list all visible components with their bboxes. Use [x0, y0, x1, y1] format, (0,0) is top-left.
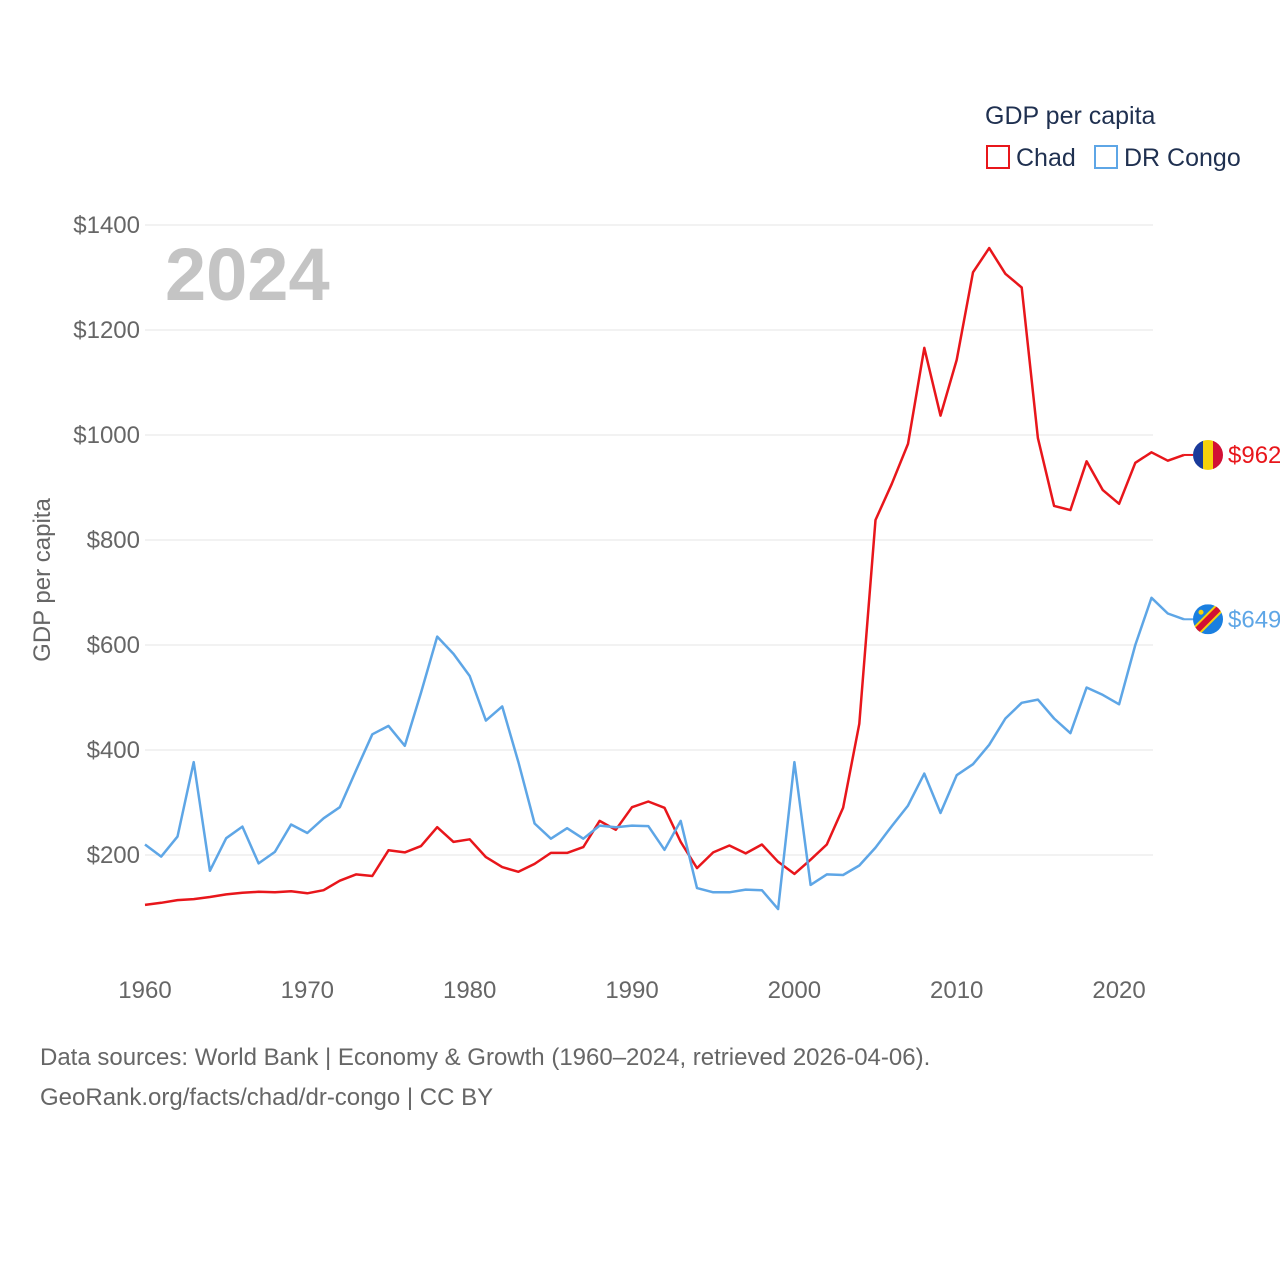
footer-source: Data sources: World Bank | Economy & Gro…: [40, 1044, 931, 1071]
end-value-label-dr-congo: $649: [1228, 606, 1280, 633]
series-line-dr-congo: [144, 596, 1185, 911]
dr-congo-flag-icon: [1193, 604, 1223, 635]
x-tick-label: 2010: [930, 977, 983, 1004]
series-line-chad: [144, 246, 1185, 907]
y-tick-label: $1000: [73, 422, 140, 449]
y-tick-label: $1200: [73, 317, 140, 344]
x-tick-label: 1970: [281, 977, 334, 1004]
legend-label: DR Congo: [1124, 144, 1241, 172]
gridlines: [145, 224, 1153, 856]
x-axis-ticks: 1960 1970 1980 1990 2000 2010 2020: [118, 977, 1145, 1004]
x-tick-label: 1980: [443, 977, 496, 1004]
series-lines: [144, 246, 1185, 911]
end-value-label-chad: $962: [1228, 442, 1280, 469]
y-tick-label: $600: [87, 632, 140, 659]
x-tick-label: 2020: [1092, 977, 1145, 1004]
y-axis-ticks: $200 $400 $600 $800 $1000 $1200 $1400: [73, 212, 140, 869]
y-axis-title: GDP per capita: [29, 498, 56, 662]
legend: GDP per capita Chad DR Congo: [985, 102, 1241, 172]
y-tick-label: $200: [87, 842, 140, 869]
x-tick-label: 1960: [118, 977, 171, 1004]
footer-credit[interactable]: GeoRank.org/facts/chad/dr-congo | CC BY: [40, 1084, 494, 1111]
legend-swatch: [1094, 145, 1118, 169]
y-tick-label: $800: [87, 527, 140, 554]
chad-flag-icon: [1193, 439, 1223, 470]
legend-item[interactable]: DR Congo: [1094, 144, 1241, 172]
legend-swatch: [986, 145, 1010, 169]
legend-items: Chad DR Congo: [986, 144, 1241, 172]
year-watermark: 2024: [165, 233, 330, 316]
x-tick-label: 2000: [768, 977, 821, 1004]
y-tick-label: $400: [87, 737, 140, 764]
x-tick-label: 1990: [605, 977, 658, 1004]
legend-label: Chad: [1016, 144, 1076, 172]
series-end-markers: $962 $649: [1184, 439, 1280, 635]
legend-title: GDP per capita: [985, 102, 1156, 130]
legend-item[interactable]: Chad: [986, 144, 1076, 172]
y-tick-label: $1400: [73, 212, 140, 239]
